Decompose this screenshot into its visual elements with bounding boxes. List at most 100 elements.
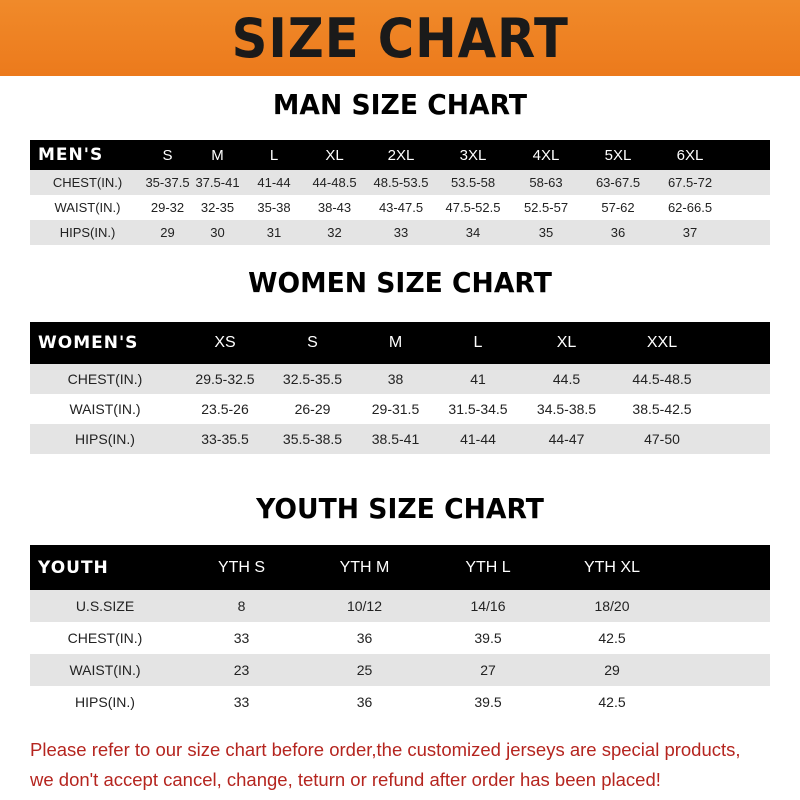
table-cell: 57-62 bbox=[601, 200, 635, 215]
size-header: 2XL bbox=[387, 146, 415, 164]
table-cell: 23 bbox=[233, 662, 250, 678]
table-cell: 63-67.5 bbox=[595, 175, 641, 190]
size-header: M bbox=[388, 334, 403, 351]
table-header-label: MEN'S bbox=[38, 145, 104, 165]
youth-size-table: YOUTH YTH S YTH M YTH L YTH XL U.S.SIZE 8 10/12… bbox=[30, 545, 770, 718]
table-cell: 48.5-53.5 bbox=[373, 175, 429, 190]
table-cell: 33 bbox=[233, 694, 250, 710]
table-cell: 47.5-52.5 bbox=[445, 200, 501, 215]
table-cell: 32 bbox=[327, 225, 342, 240]
notice-line-2: we don't accept cancel, change, teturn o… bbox=[30, 769, 661, 790]
table-cell: 36 bbox=[610, 225, 626, 240]
row-label: HIPS(IN.) bbox=[75, 694, 135, 710]
table-cell: 67.5-72 bbox=[667, 175, 713, 190]
table-cell: 8 bbox=[237, 598, 246, 614]
row-label: WAIST(IN.) bbox=[69, 662, 141, 678]
table-cell: 10/12 bbox=[346, 598, 383, 614]
table-cell: 35-37.5 bbox=[145, 175, 190, 190]
table-cell: 44.5 bbox=[552, 371, 581, 387]
table-cell: 31.5-34.5 bbox=[448, 401, 508, 417]
women-title: WOMEN SIZE CHART bbox=[248, 266, 552, 299]
table-cell: 62-66.5 bbox=[667, 200, 713, 215]
table-cell: 29.5-32.5 bbox=[195, 371, 255, 387]
table-cell: 34 bbox=[465, 225, 481, 240]
table-cell: 14/16 bbox=[470, 598, 506, 614]
table-cell: 29-31.5 bbox=[371, 401, 420, 417]
table-cell: 42.5 bbox=[598, 630, 626, 646]
table-cell: 31 bbox=[266, 225, 282, 240]
table-row: HIPS(IN.) 33-35.5 35.5-38.5 38.5-41 41-44 44-… bbox=[30, 424, 770, 454]
table-header-label: YOUTH bbox=[38, 557, 109, 578]
table-header-label: WOMEN'S bbox=[38, 333, 139, 353]
table-cell: 41 bbox=[470, 371, 486, 387]
notice-line-1: Please refer to our size chart before or… bbox=[30, 739, 741, 760]
table-cell: 44.5-48.5 bbox=[632, 371, 692, 387]
table-cell: 35.5-38.5 bbox=[282, 431, 343, 447]
size-header: XS bbox=[214, 334, 236, 351]
row-label: HIPS(IN.) bbox=[59, 225, 116, 240]
table-cell: 29 bbox=[604, 662, 620, 678]
banner: SIZE CHART bbox=[0, 0, 800, 76]
table-cell: 38.5-41 bbox=[371, 431, 420, 447]
table-cell: 36 bbox=[356, 694, 373, 710]
table-cell: 53.5-58 bbox=[450, 175, 496, 190]
table-cell: 18/20 bbox=[594, 598, 630, 614]
table-cell: 44-48.5 bbox=[312, 175, 357, 190]
men-size-table: MEN'S S M L XL 2XL 3XL 4XL 5XL 6XL CHEST(IN.) 35-37… bbox=[30, 140, 770, 245]
row-label: U.S.SIZE bbox=[75, 598, 135, 614]
row-label: WAIST(IN.) bbox=[69, 401, 141, 417]
table-cell: 35-38 bbox=[257, 200, 291, 215]
row-label: WAIST(IN.) bbox=[54, 200, 121, 215]
row-label: CHEST(IN.) bbox=[67, 371, 143, 387]
size-header: 3XL bbox=[459, 146, 487, 164]
order-notice: Please refer to our size chart before or… bbox=[30, 735, 790, 795]
table-header-row: MEN'S S M L XL 2XL 3XL 4XL 5XL 6XL bbox=[30, 140, 770, 170]
table-cell: 33 bbox=[393, 225, 409, 240]
size-header: YTH M bbox=[339, 558, 390, 576]
table-cell: 41-44 bbox=[460, 431, 496, 447]
table-cell: 32.5-35.5 bbox=[282, 371, 343, 387]
table-cell: 29 bbox=[160, 225, 175, 240]
table-header-row: WOMEN'S XS S M L XL XXL bbox=[30, 322, 770, 364]
size-header: S bbox=[162, 146, 173, 164]
table-row: CHEST(IN.) 35-37.5 37.5-41 41-44 44-48.5 48.5… bbox=[30, 170, 770, 195]
table-row: WAIST(IN.) 23 25 27 29 bbox=[30, 654, 770, 686]
table-row: CHEST(IN.) 29.5-32.5 32.5-35.5 38 41 44.5 44.5… bbox=[30, 364, 770, 394]
size-header: XL bbox=[325, 146, 344, 164]
women-size-table: WOMEN'S XS S M L XL XXL CHEST(IN.) 29.5-32.5 32.5… bbox=[30, 322, 770, 454]
table-cell: 36 bbox=[356, 630, 373, 646]
table-cell: 42.5 bbox=[598, 694, 626, 710]
table-cell: 26-29 bbox=[294, 401, 331, 417]
youth-title: YOUTH SIZE CHART bbox=[256, 492, 544, 525]
table-cell: 52.5-57 bbox=[523, 200, 569, 215]
table-cell: 33 bbox=[233, 630, 250, 646]
size-header: YTH L bbox=[465, 558, 511, 576]
table-cell: 47-50 bbox=[644, 431, 680, 447]
size-header: YTH XL bbox=[583, 558, 640, 576]
table-cell: 43-47.5 bbox=[378, 200, 424, 215]
size-header: 6XL bbox=[676, 146, 704, 164]
row-label: CHEST(IN.) bbox=[67, 630, 143, 646]
table-cell: 44-47 bbox=[548, 431, 585, 447]
table-cell: 34.5-38.5 bbox=[536, 401, 597, 417]
size-header: L bbox=[269, 146, 279, 164]
table-cell: 41-44 bbox=[257, 175, 291, 190]
table-row: CHEST(IN.) 33 36 39.5 42.5 bbox=[30, 622, 770, 654]
table-cell: 38.5-42.5 bbox=[632, 401, 692, 417]
row-label: HIPS(IN.) bbox=[75, 431, 135, 447]
men-title: MAN SIZE CHART bbox=[272, 88, 528, 121]
table-cell: 37 bbox=[682, 225, 698, 240]
table-cell: 35 bbox=[538, 225, 554, 240]
table-row: WAIST(IN.) 23.5-26 26-29 29-31.5 31.5-34.5 34… bbox=[30, 394, 770, 424]
table-cell: 23.5-26 bbox=[201, 401, 249, 417]
table-row: HIPS(IN.) 33 36 39.5 42.5 bbox=[30, 686, 770, 718]
table-row: HIPS(IN.) 29 30 31 32 33 34 35 36 37 bbox=[30, 220, 770, 245]
main-title: SIZE CHART bbox=[231, 6, 569, 70]
table-cell: 25 bbox=[356, 662, 373, 678]
size-header: 4XL bbox=[532, 146, 560, 164]
table-cell: 29-32 bbox=[150, 200, 185, 215]
table-row: WAIST(IN.) 29-32 32-35 35-38 38-43 43-47.5 47.… bbox=[30, 195, 770, 220]
row-label: CHEST(IN.) bbox=[52, 175, 123, 190]
table-header-row: YOUTH YTH S YTH M YTH L YTH XL bbox=[30, 545, 770, 590]
table-cell: 37.5-41 bbox=[195, 175, 240, 190]
